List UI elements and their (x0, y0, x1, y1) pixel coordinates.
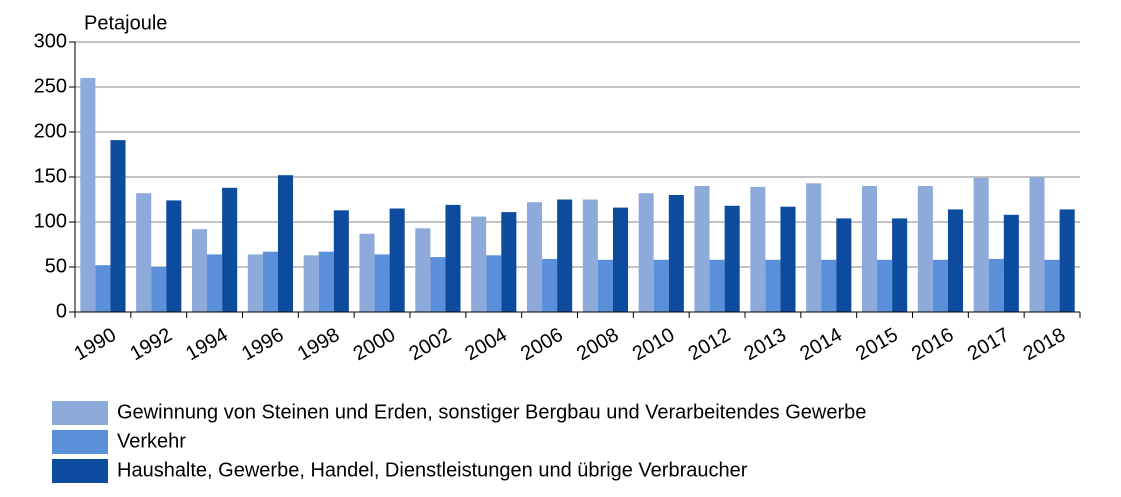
bar (207, 254, 223, 312)
bar (110, 140, 126, 312)
legend-label: Haushalte, Gewerbe, Handel, Dienstleistu… (117, 459, 748, 481)
bar (892, 218, 908, 312)
x-tick-label: 2014 (796, 324, 846, 365)
bar (947, 209, 964, 312)
bar (95, 265, 111, 312)
bar (486, 255, 502, 312)
bar (222, 187, 238, 312)
bar (861, 186, 878, 312)
x-tick-label: 1994 (182, 324, 232, 365)
x-tick-label: 1990 (71, 324, 121, 365)
bar (542, 258, 558, 312)
y-tick-label: 200 (34, 120, 67, 142)
y-tick-label: 300 (34, 30, 67, 52)
x-tick-label: 1992 (126, 324, 176, 365)
bar (988, 258, 1004, 312)
bar (557, 199, 573, 312)
x-tick-label: 2012 (685, 324, 735, 365)
x-tick-label: 1998 (294, 324, 344, 365)
bar (1044, 259, 1060, 312)
bar (526, 202, 543, 312)
bar (333, 210, 349, 312)
x-tick-label: 2008 (573, 324, 623, 365)
bar (694, 186, 710, 312)
bar (877, 259, 893, 312)
x-tick-label: 1996 (238, 324, 288, 365)
x-tick-label: 2000 (350, 324, 400, 365)
x-tick-label: 2006 (517, 324, 567, 365)
bar (501, 212, 517, 312)
bar (445, 204, 461, 312)
bar (374, 254, 390, 312)
bar (780, 206, 796, 312)
bar (917, 186, 933, 312)
bar (653, 259, 669, 312)
bar (303, 255, 319, 312)
bar (1003, 214, 1019, 312)
bar (638, 193, 654, 312)
bar (415, 228, 431, 312)
bar (166, 200, 182, 312)
x-tick-label: 2004 (461, 324, 511, 365)
bar (668, 195, 684, 312)
bar (277, 175, 294, 312)
bar (836, 218, 852, 312)
legend-swatch (52, 401, 108, 425)
bar (806, 183, 822, 312)
bar (430, 257, 446, 312)
bar (724, 205, 740, 312)
bar (136, 193, 152, 312)
x-tick-label: 2018 (1020, 324, 1070, 365)
x-tick-label: 2017 (964, 324, 1014, 365)
bar (709, 259, 725, 312)
y-axis-label: Petajoule (84, 12, 167, 34)
bar (151, 267, 167, 312)
bar (247, 254, 263, 312)
bar (262, 251, 278, 312)
bar (80, 78, 96, 312)
bar (821, 259, 837, 312)
bar (597, 259, 613, 312)
bar (765, 259, 781, 312)
bar (612, 207, 629, 312)
x-tick-label: 2015 (852, 324, 902, 365)
x-tick-label: 2002 (406, 324, 456, 365)
bar (932, 259, 948, 312)
x-tick-label: 2010 (629, 324, 679, 365)
bar (359, 233, 375, 312)
x-tick-label: 2016 (908, 324, 958, 365)
bar (750, 186, 766, 312)
x-tick-label: 2013 (741, 324, 791, 365)
bar (582, 199, 598, 312)
y-tick-label: 150 (34, 165, 67, 187)
bar (1059, 209, 1075, 312)
y-tick-label: 0 (56, 300, 67, 322)
legend-swatch (52, 430, 108, 454)
bar (191, 229, 208, 312)
y-tick-label: 250 (34, 75, 67, 97)
bar (1029, 177, 1045, 312)
y-tick-label: 100 (34, 210, 67, 232)
bar (973, 177, 989, 312)
legend-label: Verkehr (117, 430, 186, 452)
bar (471, 216, 487, 312)
bar (318, 251, 334, 312)
legend-swatch (52, 459, 108, 483)
bar (389, 208, 405, 312)
legend-label: Gewinnung von Steinen und Erden, sonstig… (117, 401, 866, 423)
y-tick-label: 50 (45, 255, 67, 277)
